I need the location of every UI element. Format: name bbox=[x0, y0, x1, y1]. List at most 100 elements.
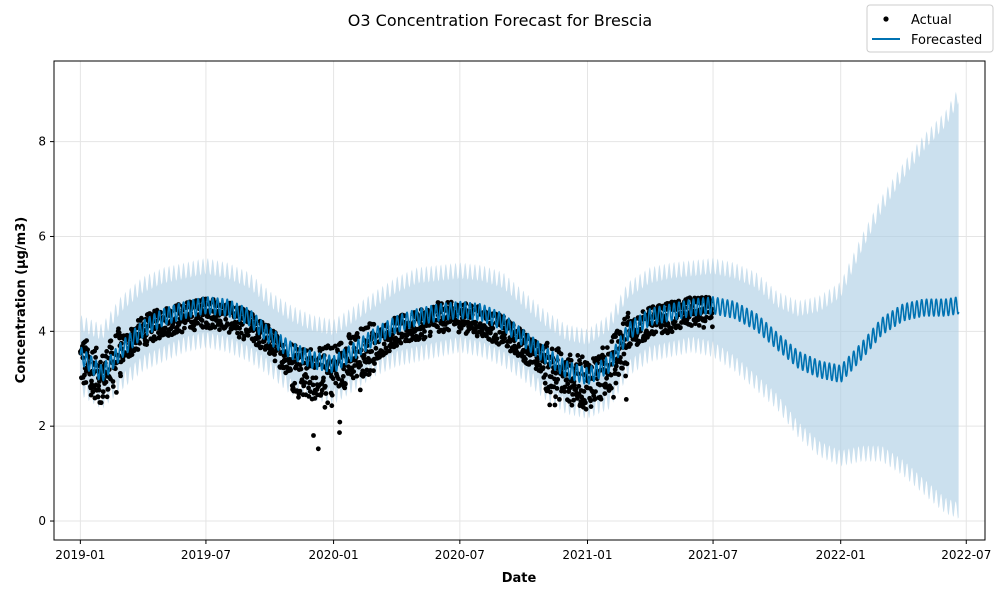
actual-point bbox=[110, 379, 116, 384]
actual-point bbox=[83, 380, 89, 385]
actual-point bbox=[381, 341, 387, 347]
actual-point bbox=[604, 375, 609, 381]
actual-point bbox=[114, 390, 119, 395]
actual-point bbox=[490, 325, 496, 331]
actual-point bbox=[613, 363, 619, 369]
actual-point bbox=[342, 385, 348, 391]
actual-point bbox=[93, 345, 99, 351]
uncertainty-band bbox=[80, 91, 959, 519]
actual-point bbox=[609, 385, 614, 391]
actual-point bbox=[96, 383, 102, 389]
actual-point bbox=[154, 307, 160, 313]
y-axis-label: Concentration (µg/m3) bbox=[14, 217, 29, 383]
actual-point bbox=[588, 404, 594, 409]
actual-point bbox=[95, 394, 101, 400]
x-axis-ticks: 2019-01 2019-07 2020-01 2020-07 2021-01 2021-… bbox=[55, 540, 991, 562]
actual-point bbox=[333, 380, 339, 386]
actual-point bbox=[422, 334, 428, 340]
actual-point bbox=[340, 374, 346, 379]
actual-point bbox=[337, 430, 342, 435]
actual-point bbox=[110, 384, 116, 389]
actual-point bbox=[553, 370, 559, 376]
actual-point bbox=[567, 352, 573, 358]
actual-point bbox=[179, 329, 185, 335]
actual-point bbox=[98, 359, 103, 365]
actual-point bbox=[564, 377, 570, 383]
actual-point bbox=[422, 329, 427, 334]
actual-point bbox=[371, 368, 376, 374]
actual-point bbox=[502, 335, 507, 341]
actual-point bbox=[302, 380, 308, 385]
x-tick-label: 2022-01 bbox=[816, 548, 866, 562]
actual-point bbox=[543, 372, 548, 378]
actual-point bbox=[100, 389, 106, 395]
x-tick-label: 2021-07 bbox=[688, 548, 738, 562]
y-tick-label: 2 bbox=[38, 419, 46, 433]
actual-point bbox=[343, 381, 348, 387]
actual-point bbox=[668, 325, 674, 331]
actual-point bbox=[373, 345, 379, 351]
actual-point bbox=[296, 394, 301, 400]
actual-point bbox=[199, 318, 205, 323]
actual-point bbox=[604, 345, 610, 350]
actual-point bbox=[82, 372, 87, 378]
actual-point bbox=[315, 446, 321, 452]
actual-point bbox=[548, 389, 553, 395]
actual-point bbox=[583, 400, 588, 406]
legend-box bbox=[866, 4, 994, 53]
actual-point bbox=[609, 339, 615, 344]
actual-point bbox=[620, 365, 625, 371]
actual-point bbox=[708, 314, 714, 320]
actual-point bbox=[312, 396, 318, 401]
actual-point bbox=[505, 343, 511, 349]
actual-point bbox=[623, 373, 628, 379]
actual-point bbox=[419, 332, 425, 338]
actual-point bbox=[383, 345, 389, 351]
actual-point bbox=[575, 353, 581, 358]
actual-point bbox=[569, 402, 575, 408]
actual-point bbox=[304, 374, 310, 380]
actual-point bbox=[129, 352, 135, 358]
actual-point bbox=[108, 338, 114, 344]
actual-point bbox=[89, 378, 94, 384]
actual-point bbox=[576, 383, 582, 389]
actual-point bbox=[552, 402, 558, 408]
actual-point bbox=[427, 333, 433, 339]
actual-point bbox=[696, 317, 701, 323]
actual-point bbox=[620, 321, 626, 327]
actual-point bbox=[354, 331, 360, 336]
actual-point bbox=[238, 330, 244, 336]
actual-point bbox=[553, 394, 558, 400]
actual-point bbox=[100, 394, 106, 399]
actual-point bbox=[358, 362, 363, 368]
actual-point bbox=[446, 327, 452, 333]
x-tick-label: 2019-01 bbox=[55, 548, 105, 562]
y-tick-label: 4 bbox=[38, 324, 46, 338]
uncertainty-band-layer bbox=[80, 91, 959, 519]
actual-point bbox=[212, 324, 218, 330]
x-axis-label: Date bbox=[502, 571, 537, 586]
actual-point bbox=[571, 397, 576, 403]
actual-point bbox=[678, 325, 683, 330]
legend: Actual Forecasted bbox=[866, 4, 994, 53]
actual-point bbox=[625, 310, 631, 316]
actual-point bbox=[473, 319, 479, 325]
actual-point bbox=[398, 340, 404, 346]
actual-point bbox=[311, 433, 316, 438]
actual-point bbox=[329, 392, 335, 398]
actual-point bbox=[306, 394, 312, 399]
actual-point bbox=[583, 406, 589, 412]
actual-point bbox=[608, 372, 614, 378]
actual-point bbox=[598, 396, 604, 402]
actual-point bbox=[325, 400, 331, 406]
legend-actual-label: Actual bbox=[911, 13, 952, 28]
actual-point bbox=[235, 330, 240, 336]
actual-point bbox=[354, 373, 360, 379]
actual-point bbox=[435, 324, 440, 330]
actual-point bbox=[575, 396, 580, 401]
actual-point bbox=[542, 380, 548, 386]
actual-point bbox=[555, 377, 561, 382]
actual-point bbox=[162, 325, 168, 331]
actual-point bbox=[597, 382, 603, 388]
actual-point bbox=[205, 322, 211, 327]
